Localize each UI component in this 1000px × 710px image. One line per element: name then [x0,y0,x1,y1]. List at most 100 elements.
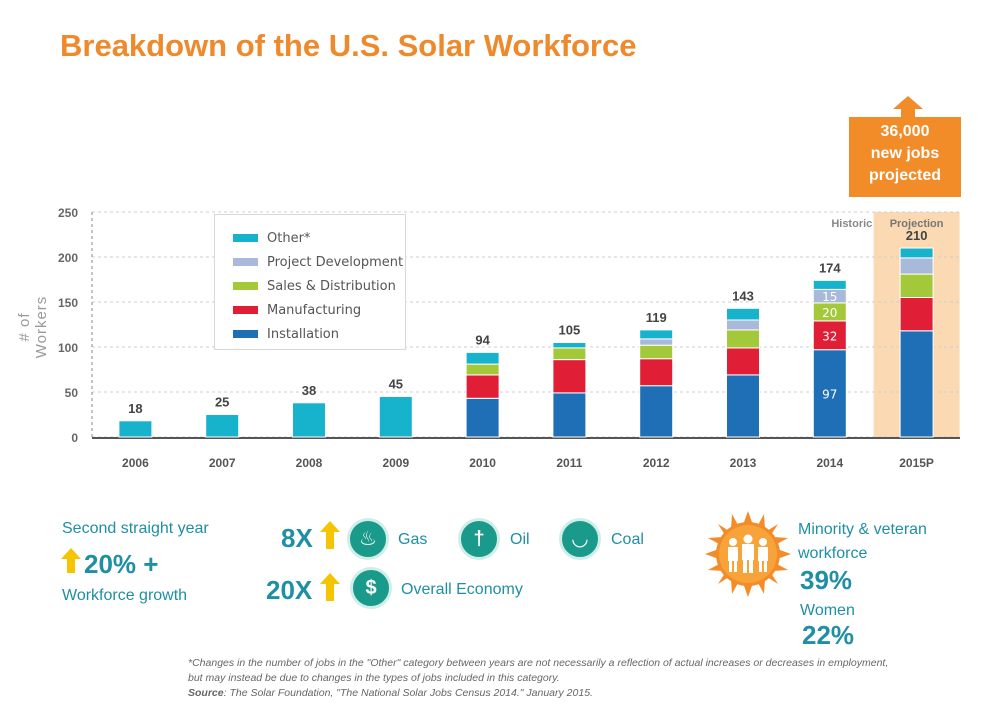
up-arrow-stem [901,108,915,118]
footnote-line-2: but may instead be due to changes in the… [188,672,560,684]
bar-segment-other [726,307,760,321]
x-tick-label: 2014 [816,456,843,470]
callout-line-2: new jobs [870,145,940,162]
bar-segment-installation [465,397,500,438]
x-tick-label: 2013 [730,456,757,470]
bar-segment-other [812,279,847,290]
segment-value-label: 32 [822,329,837,343]
bar-segment-other [118,420,153,438]
growth-up-arrow-icon [61,548,81,573]
x-tick-label: 2010 [469,456,496,470]
bar-segment-sales_distribution [552,347,587,361]
bar-total-label: 18 [128,401,142,416]
minority-caption-2: workforce [798,545,868,562]
bar-segment-manufacturing [899,297,934,332]
economy-multiplier: 20X [266,575,313,605]
bar-total-label: 25 [215,395,229,410]
legend-swatch-manufacturing [233,306,258,314]
y-tick-label: 50 [65,386,79,400]
chart-legend: Other* Project Development Sales & Distr… [214,214,406,350]
callout-line-3: projected [868,167,941,184]
legend-item-sales-distribution: Sales & Distribution [233,276,396,296]
legend-item-installation: Installation [233,324,339,344]
footnote-source: Source: The Solar Foundation, "The Natio… [188,687,593,699]
legend-swatch-sales-distribution [233,282,258,290]
bar-segment-installation [726,374,760,438]
y-tick-label: 150 [58,296,78,310]
bar-segment-sales_distribution [726,329,760,349]
economy-label: Overall Economy [401,581,523,598]
gas-up-arrow-icon [320,521,340,549]
growth-caption-2: Workforce growth [62,587,188,604]
y-tick-label: 200 [58,251,78,265]
bar-segment-sales_distribution [639,344,674,360]
women-value: 22% [802,620,855,650]
source-label: Source [188,687,224,699]
x-tick-label: 2012 [643,456,670,470]
legend-item-project-development: Project Development [233,252,403,272]
legend-item-other: Other* [233,228,310,248]
bar-total-label: 45 [389,377,403,392]
segment-value-label: 15 [822,290,837,304]
bar-segment-installation [639,385,674,438]
economy-up-arrow-icon [320,573,340,601]
legend-swatch-installation [233,330,258,338]
bar-segment-other [639,329,674,340]
bar-total-label: 94 [475,332,490,347]
legend-swatch-other [233,234,258,242]
legend-label-sales-distribution: Sales & Distribution [267,278,396,294]
up-arrow-icon [893,96,923,109]
bar-segment-sales_distribution [465,363,500,376]
x-tick-label: 2015P [899,456,934,470]
bar-segment-other [378,396,413,438]
legend-label-other: Other* [267,230,311,246]
x-tick-label: 2007 [209,456,236,470]
bar-segment-other [205,414,240,438]
legend-swatch-project-development [233,258,258,266]
bar-segment-installation [899,330,934,438]
y-tick-label: 250 [58,206,78,220]
y-tick-label: 100 [58,341,78,355]
bar-segment-other [552,342,587,349]
source-text: : The Solar Foundation, "The National So… [223,687,593,699]
minority-caption: Minority & veteran [798,521,927,538]
bar-total-label: 38 [302,383,316,398]
footnote-line-1: *Changes in the number of jobs in the "O… [188,657,889,669]
bar-total-label: 174 [819,260,841,275]
bar-segment-installation [552,392,587,438]
segment-value-label: 20 [822,306,837,320]
x-tick-label: 2009 [382,456,409,470]
x-tick-label: 2011 [556,456,582,470]
legend-label-installation: Installation [267,326,340,342]
bar-total-label: 143 [732,288,754,303]
growth-caption: Second straight year [62,520,209,537]
bar-segment-installation [812,349,847,438]
oil-derrick-icon: † [458,518,500,560]
bar-segment-project_development [726,319,760,331]
gas-label: Gas [398,531,428,548]
bar-segment-other [899,247,934,259]
y-tick-label: 0 [71,431,78,445]
coal-label: Coal [611,531,644,548]
bar-segment-manufacturing [465,374,500,399]
legend-item-manufacturing: Manufacturing [233,300,361,320]
flame-icon: ♨ [347,518,389,560]
bar-total-label: 105 [559,323,581,338]
projection-annotation: Projection [890,218,944,230]
x-tick-label: 2008 [296,456,323,470]
minority-value: 39% [800,565,853,595]
page-title: Breakdown of the U.S. Solar Workforce [60,28,637,63]
bar-total-label: 119 [646,310,667,325]
workforce-people-icon [705,511,791,597]
callout-line-1: 36,000 [880,123,930,140]
growth-value: 20% + [84,549,159,579]
bar-segment-other [465,351,500,365]
coal-cart-icon: ◡ [559,518,601,560]
segment-value-label: 97 [822,387,837,401]
new-jobs-callout: 36,000 new jobs projected [849,117,961,197]
historic-annotation: Historic [831,218,872,230]
gas-multiplier: 8X [281,523,313,553]
bar-segment-project_development [639,338,674,346]
oil-label: Oil [510,531,530,548]
